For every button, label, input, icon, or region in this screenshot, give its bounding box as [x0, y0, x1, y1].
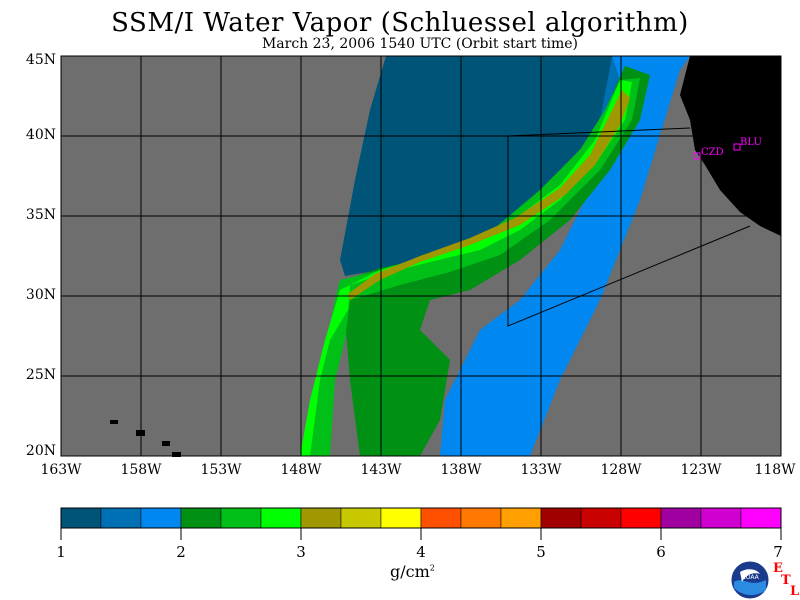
- colorbar-cell: [380, 507, 422, 529]
- lon-label-138w: 138W: [440, 462, 482, 478]
- flight-track: [507, 127, 751, 327]
- island-3: [162, 441, 170, 446]
- station-czd-marker: [693, 152, 701, 160]
- lon-label-163w: 163W: [40, 462, 82, 478]
- credit-letter-l: L: [790, 584, 800, 599]
- map-subtitle: March 23, 2006 1540 UTC (Orbit start tim…: [261, 36, 579, 52]
- colorbar-cells: [60, 507, 782, 529]
- lat-label-45n: 45N: [25, 52, 56, 68]
- land-california: [680, 56, 781, 236]
- swath-olive-core: [348, 90, 630, 300]
- units-superscript: 2: [429, 563, 435, 573]
- lat-label-35n: 35N: [25, 207, 56, 223]
- station-label-czd: CZD: [701, 147, 724, 158]
- colorbar-cell: [220, 507, 262, 529]
- colorbar-cell: [340, 507, 382, 529]
- colorbar-units: g/cm2: [390, 562, 435, 581]
- colorbar-cell: [60, 507, 102, 529]
- lon-label-118w: 118W: [754, 462, 796, 478]
- noaa-logo-icon: NOAA: [730, 560, 770, 600]
- colorbar-cell: [500, 507, 542, 529]
- colorbar-ticks: [60, 528, 782, 540]
- lat-label-30n: 30N: [25, 287, 56, 303]
- colorbar-cell: [140, 507, 182, 529]
- swath-green: [310, 78, 640, 456]
- lon-label-153w: 153W: [200, 462, 242, 478]
- colorbar-tick-1: 1: [56, 543, 66, 561]
- colorbar-tick-3: 3: [296, 543, 306, 561]
- colorbar-tick-6: 6: [656, 543, 666, 561]
- station-label-blu: BLU: [740, 137, 762, 148]
- colorbar-cell: [700, 507, 742, 529]
- colorbar-cell: [460, 507, 502, 529]
- colorbar-tick-2: 2: [176, 543, 186, 561]
- colorbar-cell: [260, 507, 302, 529]
- colorbar-tick-5: 5: [536, 543, 546, 561]
- graticule: [61, 56, 781, 456]
- colorbar-cell: [580, 507, 622, 529]
- lon-label-143w: 143W: [360, 462, 402, 478]
- station-blu-marker: [733, 143, 741, 151]
- colorbar-cell: [620, 507, 662, 529]
- colorbar-cell: [660, 507, 702, 529]
- swath-dark-green: [345, 66, 650, 456]
- swath-bright-blue: [440, 56, 690, 456]
- noaa-logo-text: NOAA: [741, 574, 759, 581]
- map-title: SSM/I Water Vapor (Schluessel algorithm): [111, 8, 689, 38]
- credit-letter-e: E: [773, 561, 783, 576]
- units-text: g/cm: [390, 562, 430, 581]
- island-1: [110, 420, 118, 424]
- lon-label-123w: 123W: [680, 462, 722, 478]
- colorbar-cell: [180, 507, 222, 529]
- colorbar-cell: [300, 507, 342, 529]
- lat-label-40n: 40N: [25, 127, 56, 143]
- map-frame: [60, 55, 782, 457]
- lon-label-148w: 148W: [280, 462, 322, 478]
- lon-label-158w: 158W: [120, 462, 162, 478]
- colorbar-tick-7: 7: [773, 543, 783, 561]
- lat-label-25n: 25N: [25, 367, 56, 383]
- lat-label-20n: 20N: [25, 443, 56, 459]
- colorbar-cell: [740, 507, 782, 529]
- credit-letter-t: T: [781, 573, 791, 588]
- colorbar-cell: [540, 507, 582, 529]
- island-4: [172, 452, 181, 457]
- lon-label-128w: 128W: [600, 462, 642, 478]
- colorbar-tick-4: 4: [416, 543, 426, 561]
- colorbar-cell: [420, 507, 462, 529]
- lon-label-133w: 133W: [520, 462, 562, 478]
- colorbar-cell: [100, 507, 142, 529]
